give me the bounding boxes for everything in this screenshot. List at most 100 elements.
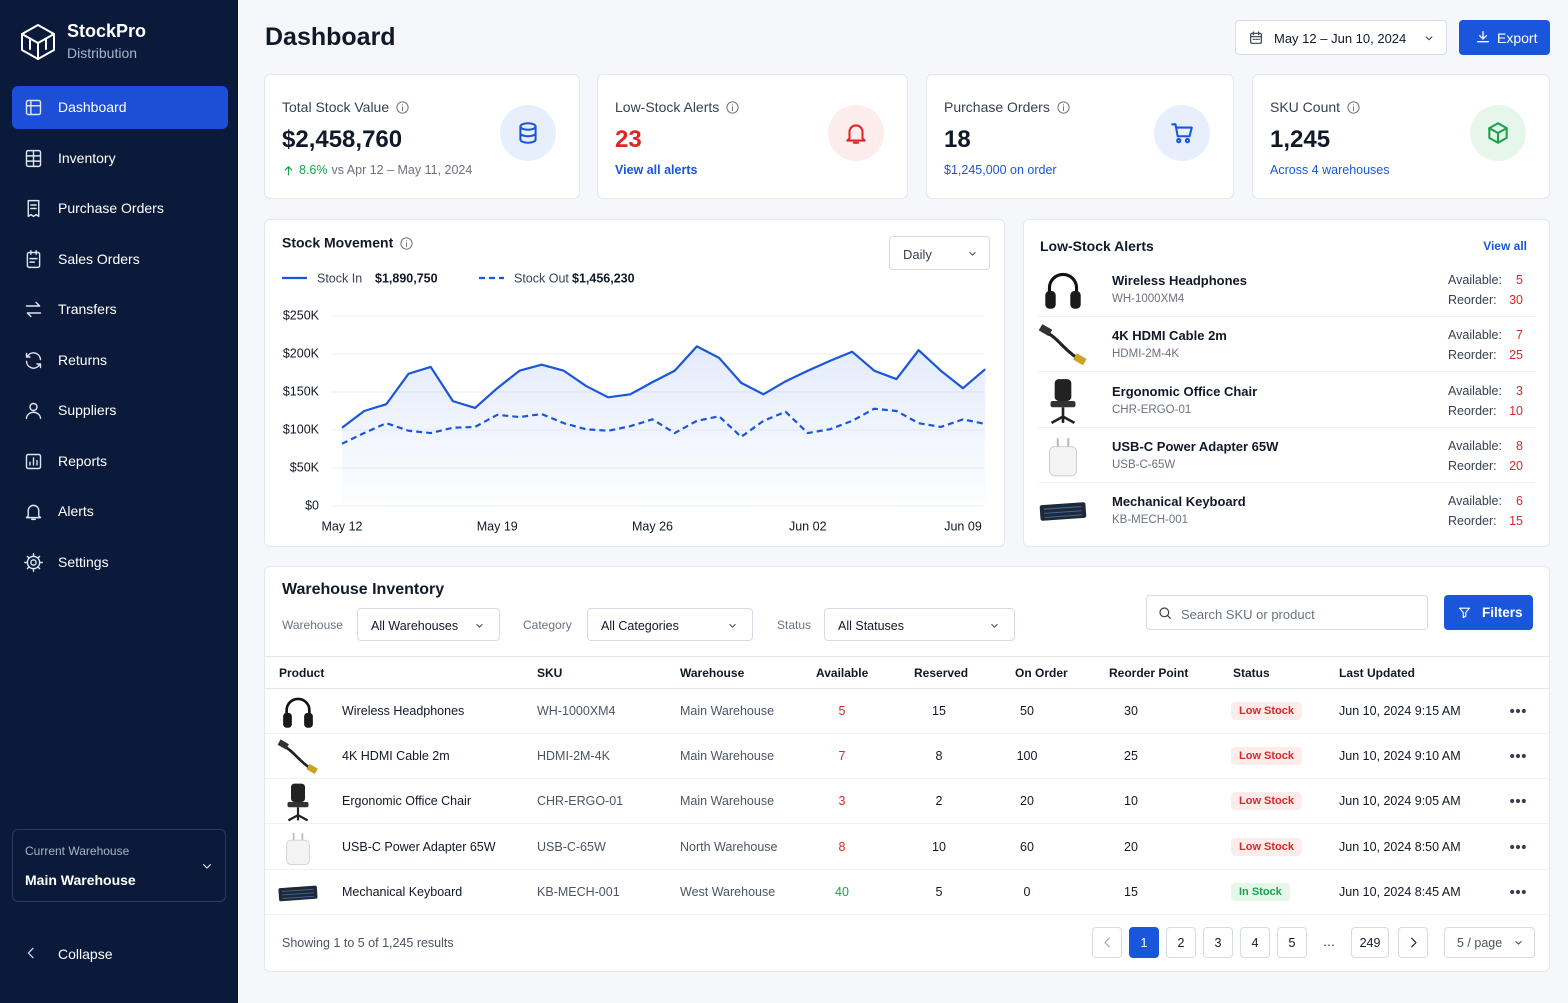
icon-chev xyxy=(969,251,976,256)
page-button[interactable]: 3 xyxy=(1203,927,1233,958)
chart-card: Stock Movement $0 $50K $100K $150K $200K $250K… xyxy=(264,219,1005,547)
page-button[interactable]: 2 xyxy=(1166,927,1196,958)
icon-shape xyxy=(25,301,42,318)
icon-left xyxy=(1104,937,1110,948)
available-label: Available: xyxy=(1448,328,1502,343)
icon-shape xyxy=(1515,799,1521,804)
product-shape xyxy=(1047,272,1079,297)
icon-dots[interactable] xyxy=(1508,791,1528,811)
nav-item[interactable]: Inventory xyxy=(12,137,228,180)
filter-select[interactable]: All Statuses xyxy=(824,608,1015,641)
table-cell: 60 xyxy=(1020,839,1034,854)
icon-dots[interactable] xyxy=(1508,701,1528,721)
filters-button[interactable]: Filters xyxy=(1444,595,1533,630)
page-size-select[interactable]: 5 / page xyxy=(1444,927,1535,958)
kpi-value: 1,245 xyxy=(1270,126,1331,153)
filter-value: All Warehouses xyxy=(371,619,459,633)
nav-label: Transfers xyxy=(58,301,117,317)
y-tick-label: $50K xyxy=(290,460,320,474)
series-line xyxy=(341,407,986,445)
alert-row: Wireless Headphones WH-1000XM4 Available: 5… xyxy=(1038,262,1535,317)
icon-shape xyxy=(1521,799,1526,804)
available-label: Available: xyxy=(1448,494,1502,509)
icon-shape xyxy=(400,237,413,250)
icon-shape xyxy=(1347,100,1360,114)
alert-available: 3 xyxy=(1516,383,1523,398)
alert-sku: CHR-ERGO-01 xyxy=(1112,403,1192,416)
icon-dots[interactable] xyxy=(1508,746,1528,766)
icon-info xyxy=(1347,100,1360,114)
icon-shape xyxy=(1521,754,1526,759)
page-button[interactable]: 249 xyxy=(1351,927,1389,958)
prev-page[interactable] xyxy=(1092,927,1122,958)
filter-select[interactable]: All Categories xyxy=(587,608,753,641)
table-cell: USB-C-65W xyxy=(537,839,606,854)
kpi-change: 8.6% xyxy=(299,163,328,177)
icon-dots[interactable] xyxy=(1508,882,1528,902)
next-page[interactable] xyxy=(1398,927,1428,958)
reorder-label: Reorder: xyxy=(1448,403,1497,418)
kpi-sub: View all alerts xyxy=(615,163,697,177)
icon-shape xyxy=(24,552,43,572)
table-cell: KB-MECH-001 xyxy=(537,884,620,899)
date-range-picker[interactable]: May 12 – Jun 10, 2024 xyxy=(1235,20,1447,55)
icon-shape xyxy=(30,558,37,566)
filter-label: Warehouse xyxy=(282,618,343,632)
alert-name: 4K HDMI Cable 2m xyxy=(1112,328,1227,344)
nav-item[interactable]: Returns xyxy=(12,339,228,382)
alert-sku: KB-MECH-001 xyxy=(1112,514,1189,527)
product-shape xyxy=(277,739,289,750)
sidebar: StockPro Distribution Dashboard Inventory Pu… xyxy=(0,0,238,1003)
current-warehouse[interactable]: Current Warehouse Main Warehouse xyxy=(12,829,226,902)
icon-dots[interactable] xyxy=(1508,837,1528,857)
nav-item[interactable]: Sales Orders xyxy=(12,238,228,281)
y-tick-label: $0 xyxy=(305,498,319,512)
icon-shape xyxy=(1184,137,1191,144)
table-cell: 100 xyxy=(1016,749,1038,764)
view-all-link[interactable]: View all xyxy=(1483,239,1527,253)
icon-chev xyxy=(991,623,998,628)
export-button[interactable]: Export xyxy=(1459,20,1550,55)
nav-item[interactable]: Transfers xyxy=(12,288,228,331)
y-tick-label: $200K xyxy=(283,346,320,360)
table-cell: 3 xyxy=(838,794,846,809)
nav-item[interactable]: Reports xyxy=(12,440,228,483)
interval-value: Daily xyxy=(903,247,932,262)
kpi-title-row: Purchase Orders xyxy=(944,99,1071,115)
nav-label: Returns xyxy=(58,351,108,368)
nav-item[interactable]: Purchase Orders xyxy=(12,187,228,230)
page-button[interactable]: 1 xyxy=(1129,927,1159,958)
nav-item[interactable]: Alerts xyxy=(12,490,228,533)
page-button[interactable]: 4 xyxy=(1240,927,1270,958)
table-cell: 20 xyxy=(1020,794,1034,809)
icon-so xyxy=(26,249,41,268)
icon-shape xyxy=(1057,100,1070,114)
table-cell: Main Warehouse xyxy=(680,749,775,764)
nav-item[interactable]: Settings xyxy=(12,541,228,584)
nav-item[interactable]: Dashboard xyxy=(12,86,228,129)
search-placeholder: Search SKU or product xyxy=(1181,607,1315,622)
kpi-link[interactable]: View all alerts xyxy=(615,163,698,177)
table-cell: Jun 10, 2024 9:15 AM xyxy=(1339,704,1461,718)
page-button[interactable]: 5 xyxy=(1277,927,1307,958)
collapse-button[interactable]: Collapse xyxy=(12,938,226,968)
nav-item[interactable]: Suppliers xyxy=(12,389,228,432)
alert-row: 4K HDMI Cable 2m HDMI-2M-4K Available: 7 Reo… xyxy=(1038,317,1535,373)
column-header: SKU xyxy=(537,666,563,680)
kpi-value: 18 xyxy=(944,126,971,153)
interval-select[interactable]: Daily xyxy=(889,236,990,270)
product-shape xyxy=(283,745,313,771)
table-cell: 50 xyxy=(1020,704,1034,718)
icon-shape xyxy=(25,411,42,420)
alert-sku: HDMI-2M-4K xyxy=(1112,348,1180,361)
icon-shape xyxy=(1510,844,1515,849)
icon-shape xyxy=(1521,708,1526,714)
icon-alert xyxy=(25,504,42,521)
table-cell: Main Warehouse xyxy=(680,794,775,809)
table-cell: 10 xyxy=(1124,794,1138,809)
filter-select[interactable]: All Warehouses xyxy=(357,608,500,641)
icon-left xyxy=(27,947,34,959)
table-cell: 8 xyxy=(838,839,846,854)
search-box[interactable]: Search SKU or product xyxy=(1146,595,1428,630)
column-header: Reorder Point xyxy=(1109,666,1189,680)
